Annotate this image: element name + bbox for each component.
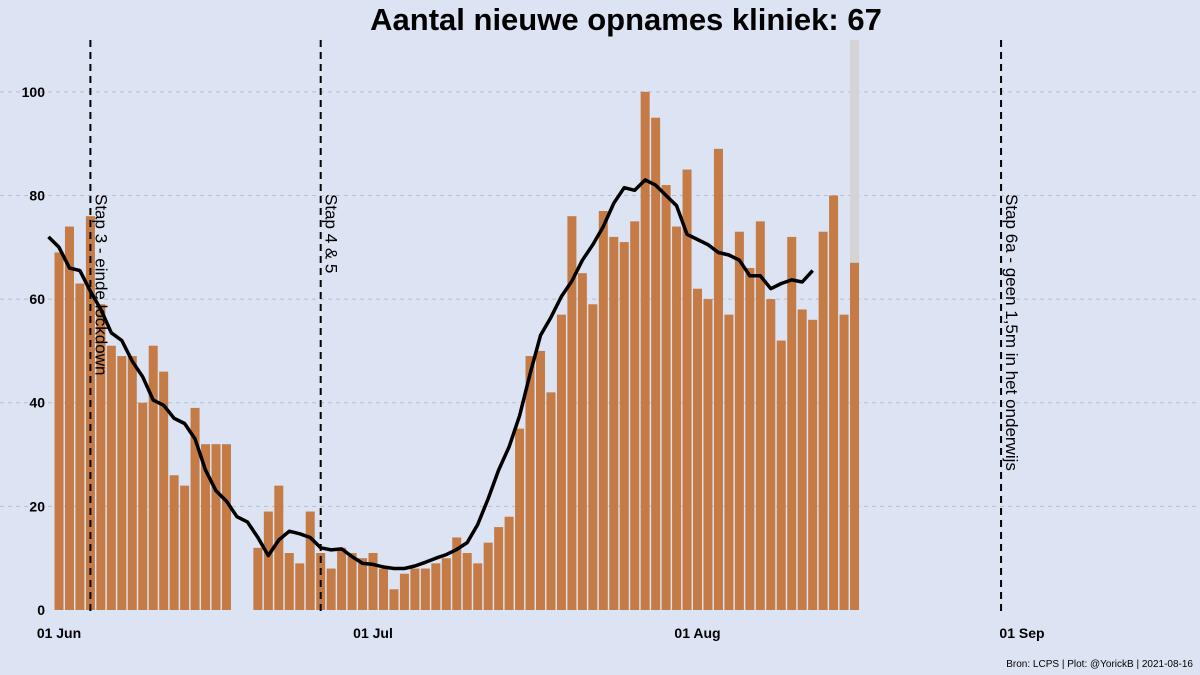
bar: [494, 527, 504, 610]
bar: [201, 444, 211, 610]
bar: [305, 511, 315, 610]
bar: [797, 309, 807, 610]
bar: [75, 283, 85, 610]
bar: [734, 231, 744, 610]
bar: [818, 231, 828, 610]
bar: [358, 558, 368, 610]
x-tick-label: 01 Jul: [353, 625, 393, 641]
bar: [693, 288, 703, 610]
bar: [284, 553, 294, 610]
event-label: Stap 3 - einde lockdown: [91, 194, 110, 375]
event-label: Stap 6a - geen 1,5m in het onderwijs: [1002, 194, 1021, 471]
bar-series: [54, 40, 860, 611]
bar: [640, 91, 650, 611]
bar: [441, 558, 451, 610]
bar: [703, 299, 713, 610]
bar: [211, 444, 221, 610]
bar: [630, 221, 640, 610]
moving-average-line: [47, 178, 814, 571]
bar: [180, 485, 190, 610]
x-tick-label: 01 Jun: [37, 625, 81, 641]
bar: [535, 350, 546, 610]
bar: [483, 542, 493, 610]
bar: [138, 402, 148, 610]
bar: [588, 304, 598, 610]
bar: [755, 221, 765, 610]
bar: [64, 226, 74, 610]
bar: [525, 356, 535, 610]
bar: [106, 345, 116, 610]
bar: [839, 314, 849, 610]
bar: [96, 304, 106, 610]
bar: [661, 185, 671, 610]
bar: [54, 252, 64, 611]
bar: [787, 236, 797, 610]
y-tick-label: 60: [29, 291, 45, 307]
y-axis-ticks: 0 20 40 60 80 100: [22, 84, 46, 618]
bar: [190, 407, 200, 610]
bar: [546, 392, 556, 610]
bar: [452, 537, 462, 610]
bar: [473, 563, 483, 610]
bar: [337, 547, 347, 610]
y-tick-label: 20: [29, 498, 45, 514]
event-markers: Stap 3 - einde lockdown Stap 4 & 5 Stap 6a…: [89, 40, 1021, 612]
bar: [745, 268, 755, 610]
chart-title: Aantal nieuwe opnames kliniek: 67: [370, 2, 882, 37]
bar: [378, 568, 388, 610]
bar: [274, 485, 284, 610]
bar: [159, 371, 169, 610]
bar: [389, 589, 399, 610]
bar: [420, 568, 430, 610]
x-tick-label: 01 Aug: [674, 625, 720, 641]
bar: [766, 299, 776, 610]
bar: [295, 563, 305, 610]
bar: [504, 516, 514, 610]
bar: [682, 169, 692, 610]
bar: [368, 553, 378, 610]
bar: [598, 211, 608, 610]
bar: [515, 428, 525, 610]
y-tick-label: 100: [22, 84, 46, 100]
bar: [713, 148, 723, 610]
bar: [577, 273, 587, 610]
bar: [221, 444, 231, 610]
bar: [556, 314, 566, 610]
x-tick-label: 01 Sep: [999, 625, 1044, 641]
bar: [672, 226, 682, 610]
bar: [619, 242, 629, 610]
bar: [651, 117, 661, 611]
event-label: Stap 4 & 5: [322, 194, 341, 273]
bar: [253, 547, 263, 610]
bar: [347, 553, 357, 610]
bar: [724, 314, 734, 610]
bar: [829, 195, 839, 611]
y-tick-label: 40: [29, 395, 45, 411]
bar: [127, 356, 137, 610]
bar: [326, 568, 336, 610]
y-tick-label: 80: [29, 187, 45, 203]
bar: [169, 475, 179, 610]
bar: [776, 340, 786, 610]
bar: [117, 356, 127, 610]
bar: [399, 573, 409, 610]
x-axis-ticks: 01 Jun 01 Jul 01 Aug 01 Sep: [37, 625, 1045, 641]
bar: [462, 553, 472, 610]
bar: [850, 262, 860, 610]
bar: [431, 563, 441, 610]
bar: [609, 236, 619, 610]
bar: [410, 568, 420, 610]
bar: [808, 319, 818, 610]
bar: [567, 216, 577, 610]
bar: [263, 511, 273, 610]
bar: [148, 345, 158, 610]
y-tick-label: 0: [37, 602, 45, 618]
source-caption: Bron: LCPS | Plot: @YorickB | 2021-08-16: [1006, 659, 1193, 670]
